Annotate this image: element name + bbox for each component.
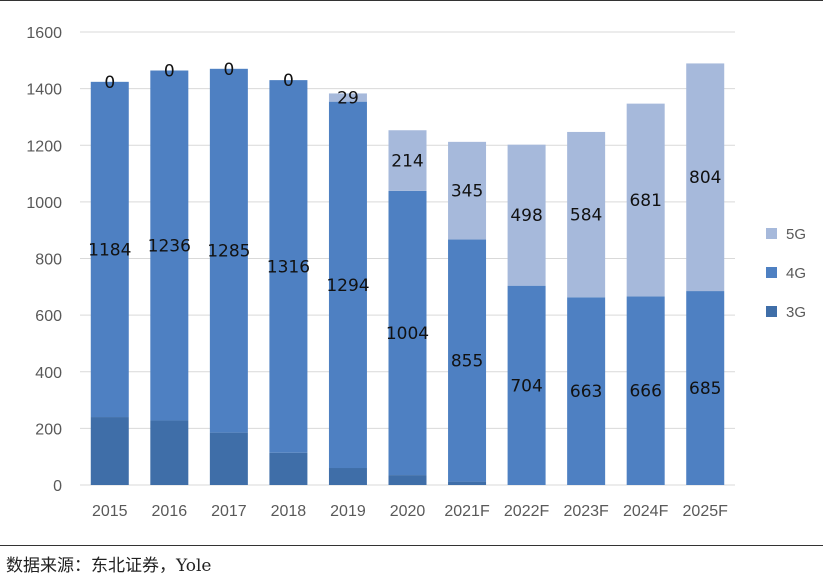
data-label: 1316 <box>267 257 310 277</box>
x-tick-label: 2018 <box>271 503 307 520</box>
bar-segment-3g <box>209 432 248 485</box>
data-label: 1285 <box>207 242 250 262</box>
legend-label-5g: 5G <box>786 226 806 243</box>
bar-segment-4g <box>388 190 427 476</box>
data-label: 1294 <box>326 276 369 296</box>
bar-segment-5g <box>388 130 427 191</box>
x-tick-label: 2022F <box>504 503 550 520</box>
bar-segment-5g <box>686 63 725 292</box>
top-rule <box>0 0 823 1</box>
y-tick-label: 200 <box>35 421 62 438</box>
data-label: 804 <box>689 168 721 188</box>
x-tick-label: 2015 <box>92 503 128 520</box>
y-tick-label: 400 <box>35 365 62 382</box>
legend-swatch-3g <box>766 306 777 317</box>
bar-segment-3g <box>150 420 189 485</box>
data-label: 1236 <box>148 236 191 256</box>
data-label: 584 <box>570 206 602 226</box>
data-label: 704 <box>510 376 542 396</box>
data-label: 681 <box>629 191 661 211</box>
data-label: 345 <box>451 182 483 202</box>
bar-segment-4g <box>626 296 665 485</box>
x-tick-label: 2016 <box>152 503 188 520</box>
data-label: 0 <box>104 73 115 93</box>
bar-segment-5g <box>448 141 487 240</box>
data-label: 0 <box>283 71 294 91</box>
bar-segment-4g <box>269 80 308 453</box>
data-label: 1184 <box>88 240 131 260</box>
y-tick-label: 1200 <box>26 138 62 155</box>
bar-segment-5g <box>507 144 546 286</box>
bar-segment-4g <box>448 239 487 482</box>
source-note: 数据来源：东北证券，Yole <box>6 556 212 576</box>
y-tick-label: 1600 <box>26 25 62 42</box>
bar-segment-4g <box>686 291 725 485</box>
bar-segment-4g <box>328 101 367 469</box>
y-tick-label: 1400 <box>26 82 62 99</box>
bar-segment-4g <box>90 81 129 418</box>
legend-swatch-4g <box>766 267 777 278</box>
x-tick-label: 2017 <box>211 503 247 520</box>
x-tick-label: 2023F <box>563 503 609 520</box>
data-label: 214 <box>391 152 423 172</box>
bar-segment-4g <box>209 68 248 433</box>
data-label: 666 <box>629 382 661 402</box>
data-label: 0 <box>223 60 234 80</box>
x-tick-label: 2025F <box>683 503 729 520</box>
legend-label-3g: 3G <box>786 304 806 321</box>
bar-segment-3g <box>269 452 308 485</box>
bar-segment-3g <box>90 417 129 485</box>
x-tick-label: 2021F <box>444 503 490 520</box>
bar-segment-5g <box>567 131 606 298</box>
bar-segment-4g <box>150 70 189 421</box>
bar-segment-5g <box>328 93 367 102</box>
stacked-bar-chart: 0 200 400 600 800 1000 1200 1400 1600 1184 0 2015 12… <box>26 25 806 520</box>
x-tick-label: 2020 <box>390 503 426 520</box>
data-label: 1004 <box>386 324 429 344</box>
data-label: 0 <box>164 62 175 82</box>
x-tick-label: 2024F <box>623 503 669 520</box>
data-label: 685 <box>689 379 721 399</box>
bar-segment-4g <box>507 285 546 485</box>
data-label: 663 <box>570 382 602 402</box>
x-tick-label: 2019 <box>330 503 366 520</box>
data-label: 498 <box>510 206 542 226</box>
y-tick-label: 0 <box>53 478 62 495</box>
y-tick-label: 600 <box>35 308 62 325</box>
bar-segment-5g <box>626 103 665 297</box>
bar-segment-3g <box>448 481 487 485</box>
legend-label-4g: 4G <box>786 265 806 282</box>
bar-segment-3g <box>328 468 367 485</box>
y-tick-label: 1000 <box>26 195 62 212</box>
data-label: 855 <box>451 352 483 372</box>
bar-segment-4g <box>567 297 606 485</box>
legend-swatch-5g <box>766 228 777 239</box>
bar-segment-3g <box>388 475 427 485</box>
bottom-rule <box>0 545 823 546</box>
data-label: 29 <box>337 89 359 109</box>
y-tick-label: 800 <box>35 252 62 269</box>
